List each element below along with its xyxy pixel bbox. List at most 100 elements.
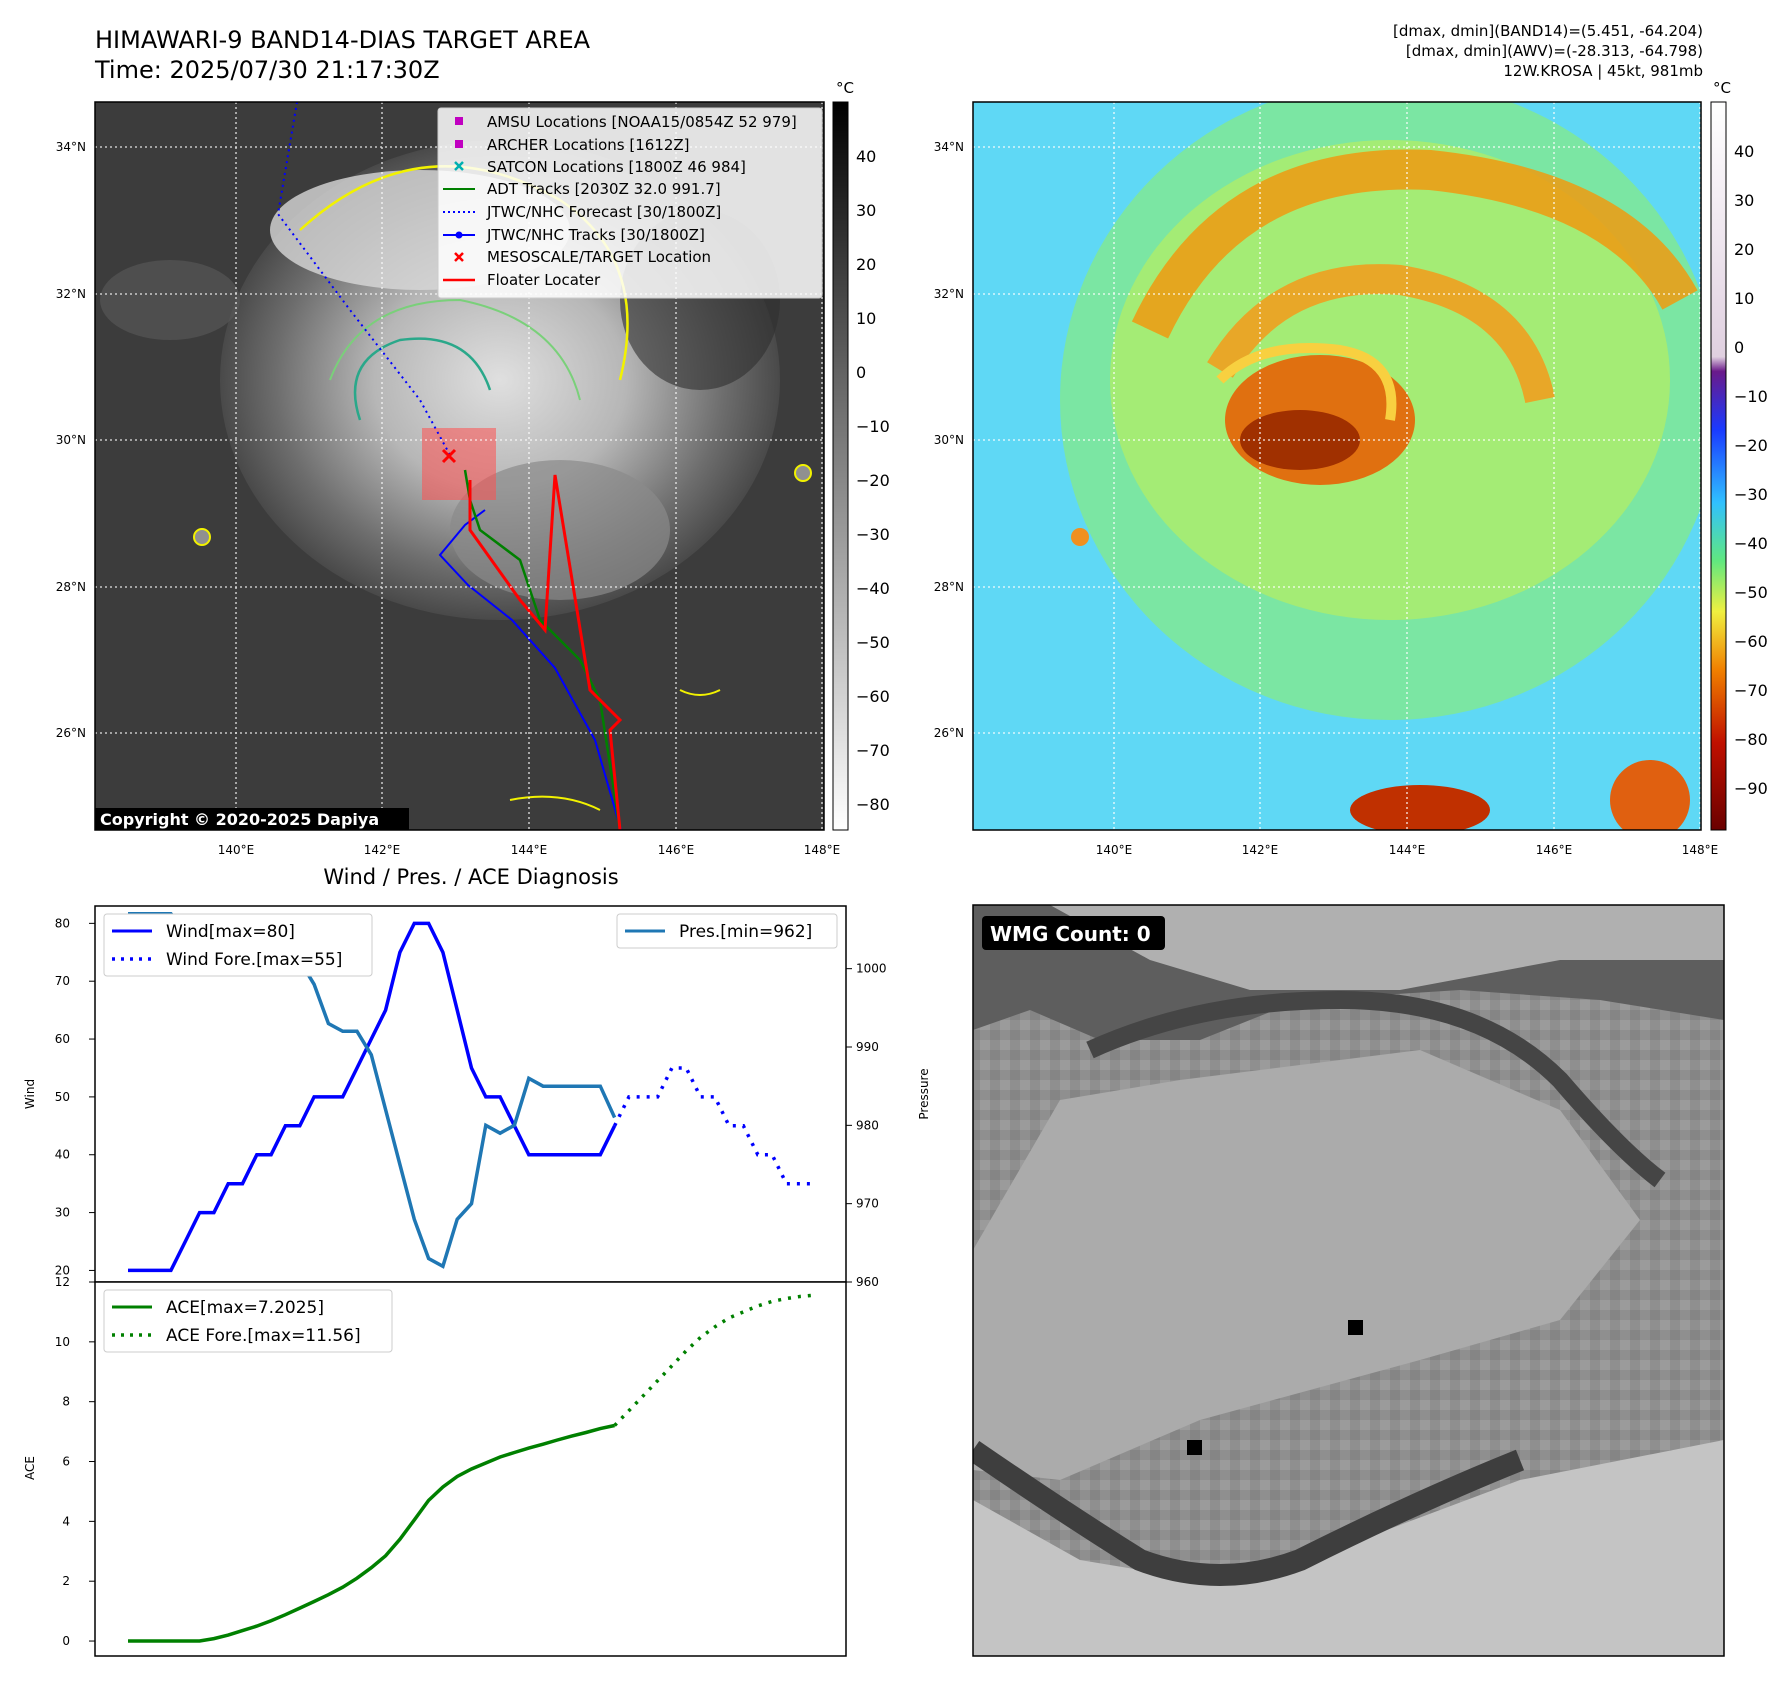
wind-legend: Wind[max=80] Wind Fore.[max=55] bbox=[103, 913, 373, 977]
legend-label: ADT Tracks [2030Z 32.0 991.7] bbox=[487, 180, 721, 198]
right-map-panel bbox=[972, 101, 1702, 831]
legend-x-icon bbox=[454, 252, 464, 262]
map-legend: AMSU Locations [NOAA15/0854Z 52 979] ARC… bbox=[437, 107, 823, 299]
lat-label: 32°N bbox=[934, 287, 964, 301]
colorbar-tick: −40 bbox=[1734, 534, 1768, 553]
ace-tick-label: 0 bbox=[62, 1634, 70, 1648]
lon-label: 144°E bbox=[511, 843, 548, 857]
right-map-grid bbox=[973, 102, 1701, 830]
chart-title: HIMAWARI-9 BAND14-DIAS TARGET AREA bbox=[95, 26, 591, 54]
lat-label: 26°N bbox=[934, 726, 964, 740]
lat-label: 28°N bbox=[56, 580, 86, 594]
pressure-axis-label: Pressure bbox=[917, 1068, 931, 1119]
series-line-ace bbox=[128, 1423, 615, 1643]
legend-x-icon bbox=[454, 161, 464, 171]
lon-label: 142°E bbox=[364, 843, 401, 857]
ace-tick-label: 4 bbox=[62, 1514, 70, 1528]
colorbar-tick: −20 bbox=[1734, 436, 1768, 455]
colorbar-tick: −50 bbox=[856, 633, 890, 652]
wind-tick-label: 70 bbox=[55, 974, 70, 988]
wmg-count-text: WMG Count: 0 bbox=[990, 922, 1151, 946]
right-map-axis-labels: 34°N 32°N 30°N 28°N 26°N 140°E 142°E 144… bbox=[934, 140, 1719, 857]
ace-legend: ACE[max=7.2025] ACE Fore.[max=11.56] bbox=[103, 1289, 393, 1353]
wind-pres-plot: 20 30 40 50 60 70 80 960 970 980 990 1000 bbox=[55, 912, 887, 1289]
lon-label: 146°E bbox=[658, 843, 695, 857]
legend-label: ACE Fore.[max=11.56] bbox=[166, 1326, 361, 1346]
pressure-tick-label: 970 bbox=[856, 1197, 879, 1211]
wmg-pixels bbox=[973, 905, 1724, 1656]
legend-label: JTWC/NHC Tracks [30/1800Z] bbox=[486, 226, 705, 244]
lat-label: 34°N bbox=[56, 140, 86, 154]
wind-tick-label: 30 bbox=[55, 1206, 70, 1220]
lat-label: 30°N bbox=[934, 433, 964, 447]
colorbar-unit: °C bbox=[836, 79, 854, 97]
legend-square-icon bbox=[455, 117, 463, 125]
pressure-legend: Pres.[min=962] bbox=[616, 913, 838, 949]
lat-label: 32°N bbox=[56, 287, 86, 301]
copyright-box bbox=[95, 808, 409, 830]
wind-tick-label: 80 bbox=[55, 916, 70, 930]
legend-label: Wind[max=80] bbox=[166, 922, 295, 942]
wind-tick-label: 40 bbox=[55, 1148, 70, 1162]
legend-label: Pres.[min=962] bbox=[679, 922, 812, 942]
right-map-clouds bbox=[1060, 102, 1701, 830]
diagnosis-title: Wind / Pres. / ACE Diagnosis bbox=[323, 865, 618, 889]
wind-tick-label: 60 bbox=[55, 1032, 70, 1046]
wind-tick-label: 50 bbox=[55, 1090, 70, 1104]
colorbar-tick: −60 bbox=[856, 687, 890, 706]
lat-label: 34°N bbox=[934, 140, 964, 154]
colorbar-tick: 40 bbox=[1734, 142, 1754, 161]
colorbar-tick: −50 bbox=[1734, 583, 1768, 602]
pressure-tick-label: 990 bbox=[856, 1040, 879, 1054]
colorbar-tick: 0 bbox=[856, 363, 866, 382]
series-line-ace-fore- bbox=[613, 1293, 816, 1427]
colorbar-tick: −90 bbox=[1734, 779, 1768, 798]
chart-time: Time: 2025/07/30 21:17:30Z bbox=[95, 56, 440, 84]
pressure-tick-label: 960 bbox=[856, 1275, 879, 1289]
legend-label: JTWC/NHC Forecast [30/1800Z] bbox=[486, 203, 721, 221]
colorbar-tick: −30 bbox=[856, 525, 890, 544]
colorbar-tick: −40 bbox=[856, 579, 890, 598]
lon-label: 140°E bbox=[1096, 843, 1133, 857]
wind-axis-label: Wind bbox=[23, 1079, 37, 1109]
colorbar-tick: −60 bbox=[1734, 632, 1768, 651]
series-line-wind bbox=[128, 921, 617, 1273]
colorbar-tick: −80 bbox=[856, 795, 890, 814]
lon-label: 148°E bbox=[804, 843, 841, 857]
colorbar-tick: 0 bbox=[1734, 338, 1744, 357]
lat-label: 30°N bbox=[56, 433, 86, 447]
colorbar-ticks: 40 30 20 10 0 −10 −20 −30 −40 −50 −60 −7… bbox=[856, 147, 890, 814]
lon-label: 140°E bbox=[218, 843, 255, 857]
lon-label: 142°E bbox=[1242, 843, 1279, 857]
pressure-tick-label: 1000 bbox=[856, 962, 887, 976]
ace-tick-label: 2 bbox=[62, 1574, 70, 1588]
colorbar-tick: −30 bbox=[1734, 485, 1768, 504]
wmg-count-box bbox=[982, 916, 1165, 950]
colorbar-color: °C 40 30 20 10 0 −10 −20 −30 −40 −50 −60… bbox=[1710, 79, 1768, 831]
pressure-tick-label: 980 bbox=[856, 1118, 879, 1132]
colorbar-tick: 40 bbox=[856, 147, 876, 166]
legend-square-icon bbox=[455, 140, 463, 148]
lat-label: 26°N bbox=[56, 726, 86, 740]
legend-label: SATCON Locations [1800Z 46 984] bbox=[487, 158, 746, 176]
legend-label: AMSU Locations [NOAA15/0854Z 52 979] bbox=[487, 113, 797, 131]
info-band14-range: [dmax, dmin](BAND14)=(5.451, -64.204) bbox=[1392, 22, 1703, 40]
colorbar-tick: −70 bbox=[1734, 681, 1768, 700]
lon-label: 146°E bbox=[1536, 843, 1573, 857]
ace-tick-label: 6 bbox=[62, 1455, 70, 1469]
colorbar-tick: 10 bbox=[856, 309, 876, 328]
colorbar-tick: −70 bbox=[856, 741, 890, 760]
colorbar-unit: °C bbox=[1713, 79, 1731, 97]
wind-tick-label: 20 bbox=[55, 1263, 70, 1277]
colorbar-tick: −20 bbox=[856, 471, 890, 490]
info-storm: 12W.KROSA | 45kt, 981mb bbox=[1503, 62, 1703, 80]
series-line-wind-fore- bbox=[613, 1066, 815, 1186]
colorbar-ticks: 40 30 20 10 0 −10 −20 −30 −40 −50 −60 −7… bbox=[1734, 142, 1768, 798]
colorbar-tick: −10 bbox=[856, 417, 890, 436]
ace-axis-label: ACE bbox=[23, 1456, 37, 1480]
colorbar-tick: 30 bbox=[1734, 191, 1754, 210]
wmg-panel: WMG Count: 0 bbox=[972, 904, 1725, 1657]
legend-label: Floater Locater bbox=[487, 271, 601, 289]
colorbar-tick: 30 bbox=[856, 201, 876, 220]
legend-label: Wind Fore.[max=55] bbox=[166, 950, 342, 970]
